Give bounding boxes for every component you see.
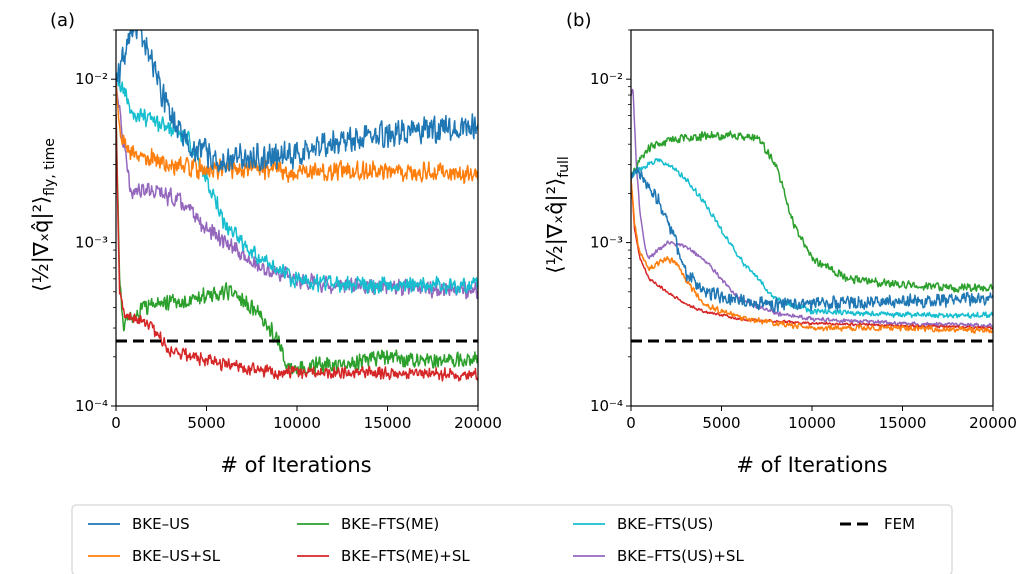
y-tick-label: 10⁻² (590, 70, 623, 88)
x-tick-label: 10000 (788, 414, 836, 432)
legend-label-bke-fts-us-sl: BKE–FTS(US)+SL (617, 547, 744, 565)
series-bke-fts-me-sl-line-b (631, 178, 993, 331)
x-tick-label: 5000 (702, 414, 740, 432)
y-tick-label: 10⁻² (75, 70, 108, 88)
panel-b-label: (b) (566, 10, 591, 31)
series-bke-us-line-a (116, 30, 478, 173)
panel-b: (b) 0 5000 10000 15000 20000 10⁻⁴ 10⁻³ 10⁻² # o… (543, 10, 1017, 477)
legend-items: BKE–US BKE–US+SL BKE–FTS(ME) BKE–FTS(ME)+SL… (88, 515, 915, 565)
legend-label-bke-us: BKE–US (132, 515, 190, 533)
legend-label-bke-fts-me: BKE–FTS(ME) (341, 515, 439, 533)
series-bke-fts-us-line-b (631, 157, 993, 319)
legend-label-bke-fts-us: BKE–FTS(US) (617, 515, 713, 533)
y-tick-label: 10⁻⁴ (75, 397, 108, 415)
series-bke-us-line-b (631, 166, 993, 313)
x-tick-label: 10000 (273, 414, 321, 432)
panel-a-ylabel-main: ⟨½|∇ₓq̂|²⟩ (29, 196, 54, 292)
series-bke-fts-us-line-a (116, 72, 478, 296)
panel-a-plot-area: 0 5000 10000 15000 20000 10⁻⁴ 10⁻³ 10⁻² (75, 29, 502, 432)
series-bke-fts-me-line-b (631, 130, 993, 293)
panel-b-ylabel-sub: full (556, 156, 572, 178)
panel-b-ylabel-main: ⟨½|∇ₓq̂|²⟩ (543, 178, 568, 274)
series-bke-fts-us-sl-line-a (116, 77, 478, 300)
legend: BKE–US BKE–US+SL BKE–FTS(ME) BKE–FTS(ME)+SL… (71, 504, 953, 574)
legend-frame (71, 504, 953, 574)
series-bke-fts-us-sl-line-b (631, 88, 993, 329)
series-bke-fts-me-sl-line-a (116, 113, 478, 382)
x-tick-label: 15000 (879, 414, 927, 432)
x-tick-label: 20000 (454, 414, 502, 432)
panel-a: (a) 0 5000 10000 15000 20000 10⁻⁴ 10⁻³ 10⁻² # o… (29, 10, 502, 477)
legend-label-bke-us-sl: BKE–US+SL (132, 547, 221, 565)
series-bke-us-sl-line-b (631, 178, 993, 334)
legend-label-fem: FEM (884, 515, 915, 533)
series-bke-us-sl-line-a (116, 83, 478, 184)
panel-b-ylabel: ⟨½|∇ₓq̂|²⟩full (543, 156, 572, 274)
axes-frame-b (630, 29, 994, 407)
x-tick-label: 0 (111, 414, 121, 432)
panel-b-plot-area: 0 5000 10000 15000 20000 10⁻⁴ 10⁻³ 10⁻² (590, 29, 1017, 432)
panel-b-xlabel: # of Iterations (736, 453, 887, 477)
panel-a-ylabel: ⟨½|∇ₓq̂|²⟩fly, time (29, 138, 58, 292)
panel-a-xlabel: # of Iterations (220, 453, 371, 477)
x-tick-label: 5000 (187, 414, 225, 432)
x-tick-label: 20000 (969, 414, 1017, 432)
legend-label-bke-fts-me-sl: BKE–FTS(ME)+SL (341, 547, 470, 565)
panel-a-label: (a) (50, 10, 75, 31)
x-tick-label: 15000 (364, 414, 412, 432)
y-tick-label: 10⁻³ (75, 234, 108, 252)
series-bke-fts-me-line-a (116, 113, 478, 377)
panel-a-ylabel-sub: fly, time (42, 138, 58, 196)
x-tick-label: 0 (626, 414, 636, 432)
y-tick-label: 10⁻³ (590, 234, 623, 252)
y-tick-label: 10⁻⁴ (590, 397, 623, 415)
